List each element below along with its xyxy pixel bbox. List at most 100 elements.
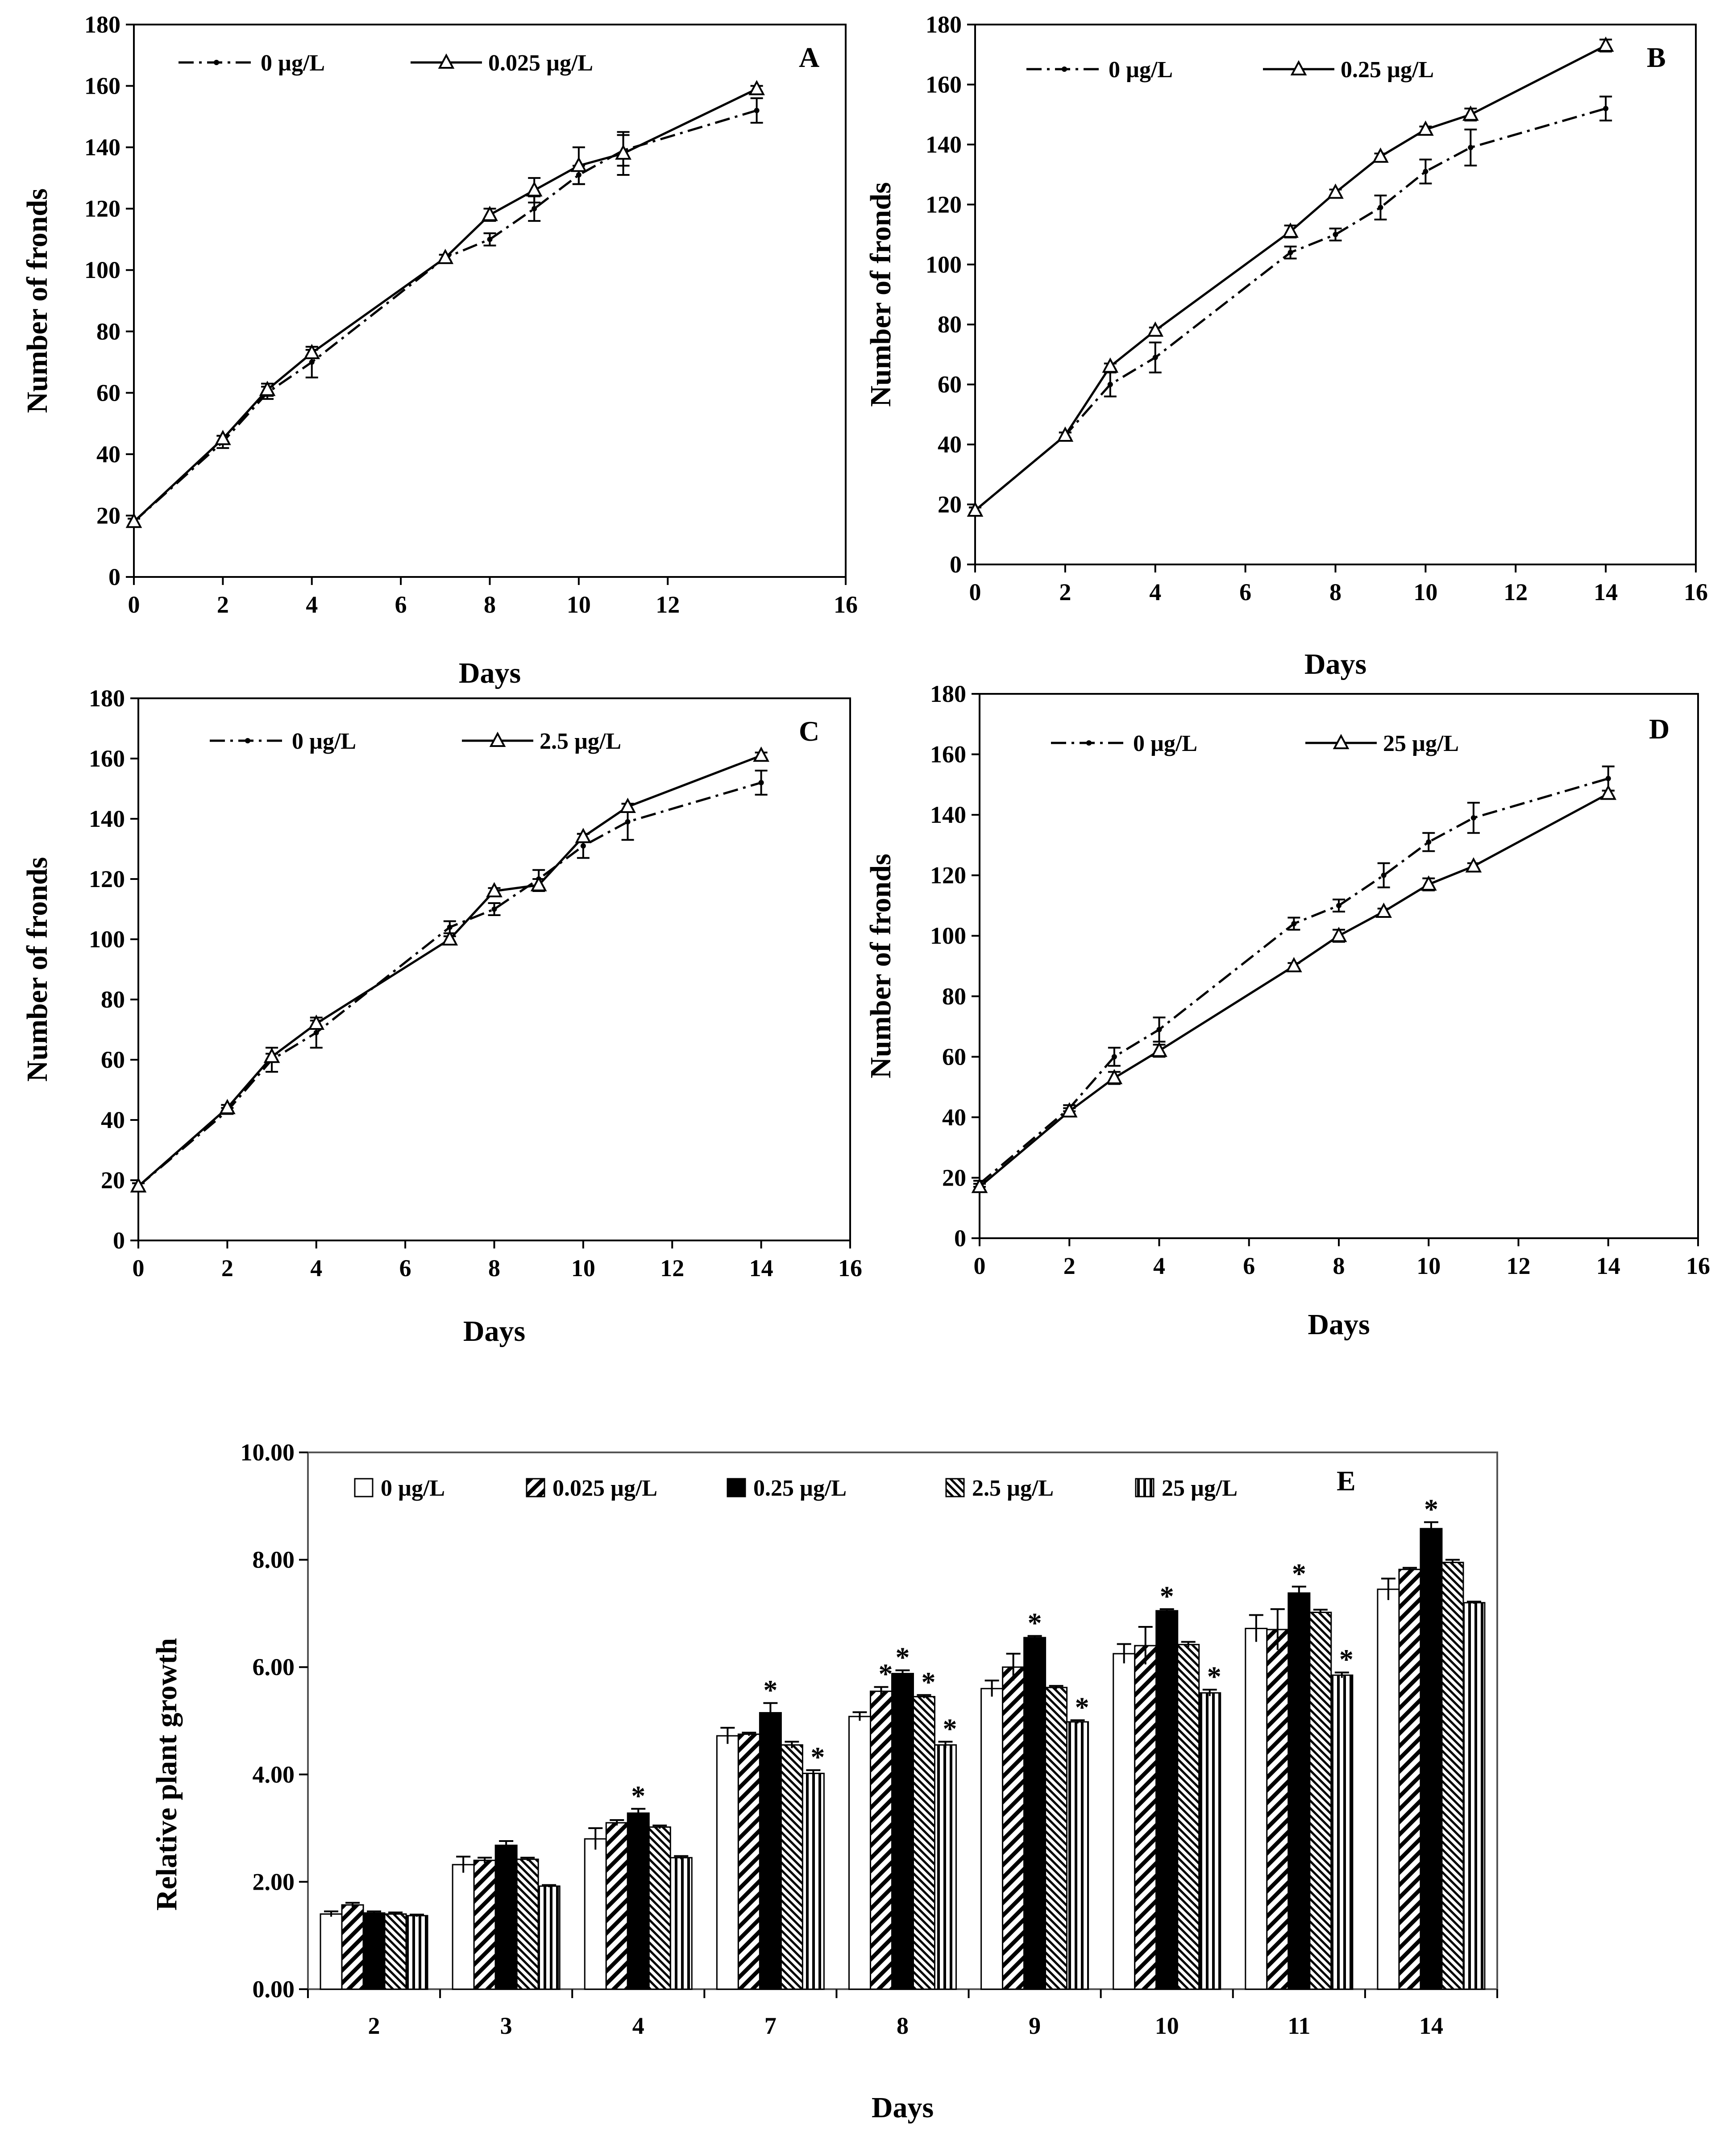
- line-chart-panel-a: 0 20 40 60 80 100 120 140 160 180 0 2 4 6 8 10 12 16 Days N…: [21, 11, 858, 689]
- x-tick-label: 2: [368, 2012, 380, 2039]
- y-tick-label: 160: [926, 71, 962, 98]
- x-tick-label: 3: [500, 2012, 512, 2039]
- bar-0: [584, 1838, 607, 1990]
- y-tick-label: 0: [113, 1227, 125, 1254]
- line-chart-panel-b: 0 20 40 60 80 100 120 140 160 180 0 2 4 6 8 10 12 14 16 Day…: [864, 11, 1708, 680]
- data-point-triangle: [1462, 105, 1479, 121]
- data-point-dot: [580, 843, 586, 849]
- x-tick-label: 10: [1413, 579, 1437, 606]
- y-tick-label: 120: [926, 191, 962, 218]
- significance-star: *: [1207, 1661, 1221, 1692]
- significance-star: *: [1339, 1643, 1354, 1675]
- bar-0: [848, 1716, 871, 1990]
- data-point-dot: [1333, 232, 1338, 237]
- x-tick-label: 16: [1684, 579, 1708, 606]
- data-point-triangle: [575, 828, 592, 843]
- x-tick-label: 16: [1686, 1252, 1710, 1279]
- data-point-dot: [1156, 1027, 1162, 1033]
- data-point-triangle: [1417, 120, 1434, 136]
- y-tick-label: 100: [930, 922, 966, 949]
- panel-label: E: [1337, 1465, 1356, 1497]
- legend-swatch-4: [1135, 1478, 1155, 1497]
- panel-label: C: [799, 715, 819, 747]
- y-tick-label: 120: [84, 195, 120, 222]
- bar-2: [891, 1673, 914, 1990]
- data-point-triangle: [526, 181, 543, 197]
- y-tick-label: 80: [101, 986, 125, 1013]
- bar-3: [1177, 1644, 1200, 1990]
- bar-1: [1134, 1645, 1157, 1990]
- x-tick-label: 12: [1507, 1252, 1531, 1279]
- data-point-dot: [1152, 355, 1158, 361]
- bar-1: [341, 1904, 364, 1990]
- x-tick-label: 12: [656, 591, 680, 618]
- bar-3: [913, 1696, 935, 1990]
- bar-2: [627, 1812, 650, 1990]
- x-tick-label: 12: [1503, 579, 1528, 606]
- bar-1: [473, 1859, 496, 1990]
- y-tick-label: 20: [942, 1164, 966, 1191]
- x-tick-label: 7: [764, 2012, 777, 2039]
- bar-1: [1266, 1629, 1289, 1990]
- legend-label-1: 0.025 µg/L: [488, 50, 593, 76]
- significance-star: *: [1292, 1558, 1306, 1589]
- data-point-triangle: [1147, 321, 1164, 337]
- bar-0: [452, 1864, 475, 1990]
- y-tick-label: 0.00: [253, 1976, 295, 2003]
- y-tick-label: 60: [938, 371, 962, 398]
- x-tick-label: 8: [488, 1255, 500, 1282]
- legend-marker: [214, 60, 219, 65]
- data-point-triangle: [1600, 784, 1617, 800]
- y-tick-label: 160: [930, 741, 966, 768]
- data-point-triangle: [753, 747, 769, 762]
- bar-2: [1420, 1528, 1443, 1990]
- bar-1: [737, 1734, 760, 1990]
- y-tick-label: 120: [89, 866, 125, 892]
- bar-2: [362, 1912, 386, 1990]
- legend-marker: [1062, 66, 1067, 72]
- significance-star: *: [1028, 1607, 1042, 1638]
- bar-2: [494, 1845, 518, 1990]
- y-tick-label: 180: [84, 11, 120, 38]
- x-tick-label: 4: [1149, 579, 1161, 606]
- legend-label-3: 2.5 µg/L: [972, 1476, 1054, 1501]
- bar-4: [537, 1885, 561, 1990]
- data-point-dot: [447, 925, 453, 930]
- x-tick-label: 2: [221, 1255, 233, 1282]
- data-point-dot: [532, 206, 537, 212]
- data-point-triangle: [1151, 1041, 1167, 1057]
- bar-4: [405, 1915, 428, 1990]
- legend-label-2: 0.25 µg/L: [753, 1476, 847, 1501]
- bar-3: [384, 1913, 407, 1990]
- series-line-0: [137, 781, 762, 1187]
- bar-1: [1002, 1666, 1025, 1990]
- bar-3: [1045, 1687, 1068, 1990]
- significance-star: *: [879, 1658, 893, 1690]
- bar-3: [780, 1744, 803, 1990]
- y-tick-label: 160: [89, 745, 125, 772]
- data-point-triangle: [748, 80, 765, 95]
- x-tick-label: 14: [1419, 2012, 1443, 2039]
- legend-marker: [1333, 734, 1350, 749]
- line-chart-panel-c: 0 20 40 60 80 100 120 140 160 180 0 2 4 6 8 10 12 14 16 Day…: [21, 685, 862, 1348]
- y-tick-label: 40: [942, 1104, 966, 1131]
- y-axis-title: Relative plant growth: [150, 1638, 183, 1911]
- x-tick-label: 14: [1594, 579, 1618, 606]
- x-tick-label: 10: [1155, 2012, 1179, 2039]
- bar-1: [1398, 1568, 1421, 1990]
- x-tick-label: 2: [1059, 579, 1071, 606]
- legend-swatch-0: [354, 1478, 374, 1497]
- data-point-dot: [754, 108, 760, 113]
- data-point-triangle: [971, 1178, 988, 1193]
- series-line-1: [979, 792, 1609, 1188]
- data-point-triangle: [303, 344, 320, 359]
- y-axis-title: Number of fronds: [864, 182, 897, 407]
- y-tick-label: 8.00: [253, 1547, 295, 1573]
- y-tick-label: 80: [938, 311, 962, 338]
- y-tick-label: 0: [950, 551, 962, 578]
- data-point-triangle: [125, 512, 142, 528]
- legend-label-0: 0 µg/L: [381, 1476, 445, 1501]
- bar-4: [802, 1772, 825, 1990]
- x-tick-label: 2: [1063, 1252, 1076, 1279]
